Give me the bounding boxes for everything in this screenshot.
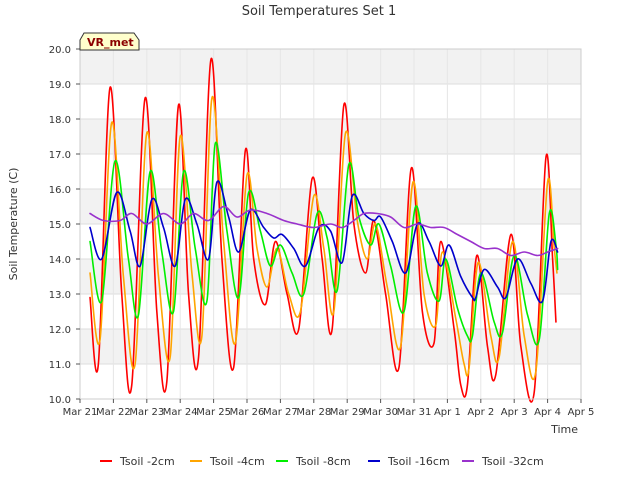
- y-tick-label: 10.0: [49, 395, 71, 406]
- x-tick-label: Mar 30: [363, 407, 398, 418]
- x-tick-label: Mar 26: [230, 407, 265, 418]
- station-badge-box: [79, 32, 140, 51]
- legend-label-tsoil-2cm: Tsoil -2cm: [119, 455, 175, 468]
- plot-band: [80, 154, 581, 189]
- legend-label-tsoil-8cm: Tsoil -8cm: [295, 455, 351, 468]
- x-tick-label: Mar 24: [163, 407, 198, 418]
- plot-band: [80, 364, 581, 399]
- plot-area: [80, 49, 581, 399]
- x-tick-label: Mar 23: [129, 407, 164, 418]
- x-tick-label: Apr 3: [501, 407, 528, 418]
- series-line-tsoil-4cm: [89, 95, 558, 381]
- y-tick-label: 14.0: [49, 255, 71, 266]
- series-line-tsoil-32cm: [89, 205, 559, 257]
- x-tick-label: Mar 31: [397, 407, 432, 418]
- legend-label-tsoil-4cm: Tsoil -4cm: [209, 455, 265, 468]
- chart-title: Soil Temperatures Set 1: [242, 4, 397, 19]
- x-tick-label: Mar 29: [330, 407, 365, 418]
- y-axis-ticks: 10.0 11.0 12.0 13.0 14.0 15.0 16.0 17.0 18.0 19.0…: [49, 45, 80, 406]
- series-group: [89, 57, 559, 403]
- x-tick-label: Apr 4: [534, 407, 561, 418]
- x-tick-label: Mar 22: [96, 407, 131, 418]
- plot-band: [80, 84, 581, 119]
- station-badge: VR_met: [79, 32, 140, 51]
- plot-band: [80, 189, 581, 224]
- x-tick-label: Apr 1: [434, 407, 461, 418]
- y-tick-label: 12.0: [49, 325, 71, 336]
- series-line-tsoil-8cm: [89, 141, 559, 346]
- y-tick-label: 17.0: [49, 150, 71, 161]
- x-tick-label: Mar 21: [63, 407, 98, 418]
- y-tick-label: 18.0: [49, 115, 71, 126]
- y-tick-label: 16.0: [49, 185, 71, 196]
- x-tick-label: Apr 5: [568, 407, 595, 418]
- x-tick-label: Mar 25: [196, 407, 231, 418]
- plot-band: [80, 119, 581, 154]
- station-badge-label: VR_met: [87, 36, 134, 49]
- series-line-tsoil-16cm: [89, 180, 559, 304]
- y-tick-label: 19.0: [49, 80, 71, 91]
- y-tick-label: 11.0: [49, 360, 71, 371]
- x-tick-label: Mar 28: [296, 407, 331, 418]
- series-line-tsoil-2cm: [89, 57, 557, 403]
- legend-label-tsoil-16cm: Tsoil -16cm: [387, 455, 450, 468]
- legend-label-tsoil-32cm: Tsoil -32cm: [481, 455, 544, 468]
- y-axis-label: Soil Temperature (C): [7, 168, 20, 281]
- x-axis-label: Time: [550, 423, 578, 436]
- x-tick-label: Mar 27: [263, 407, 298, 418]
- legend: Tsoil -2cm Tsoil -4cm Tsoil -8cm Tsoil -16c…: [100, 455, 544, 468]
- y-tick-label: 20.0: [49, 45, 71, 56]
- x-tick-label: Apr 2: [467, 407, 494, 418]
- plot-band: [80, 49, 581, 84]
- y-tick-label: 15.0: [49, 220, 71, 231]
- y-tick-label: 13.0: [49, 290, 71, 301]
